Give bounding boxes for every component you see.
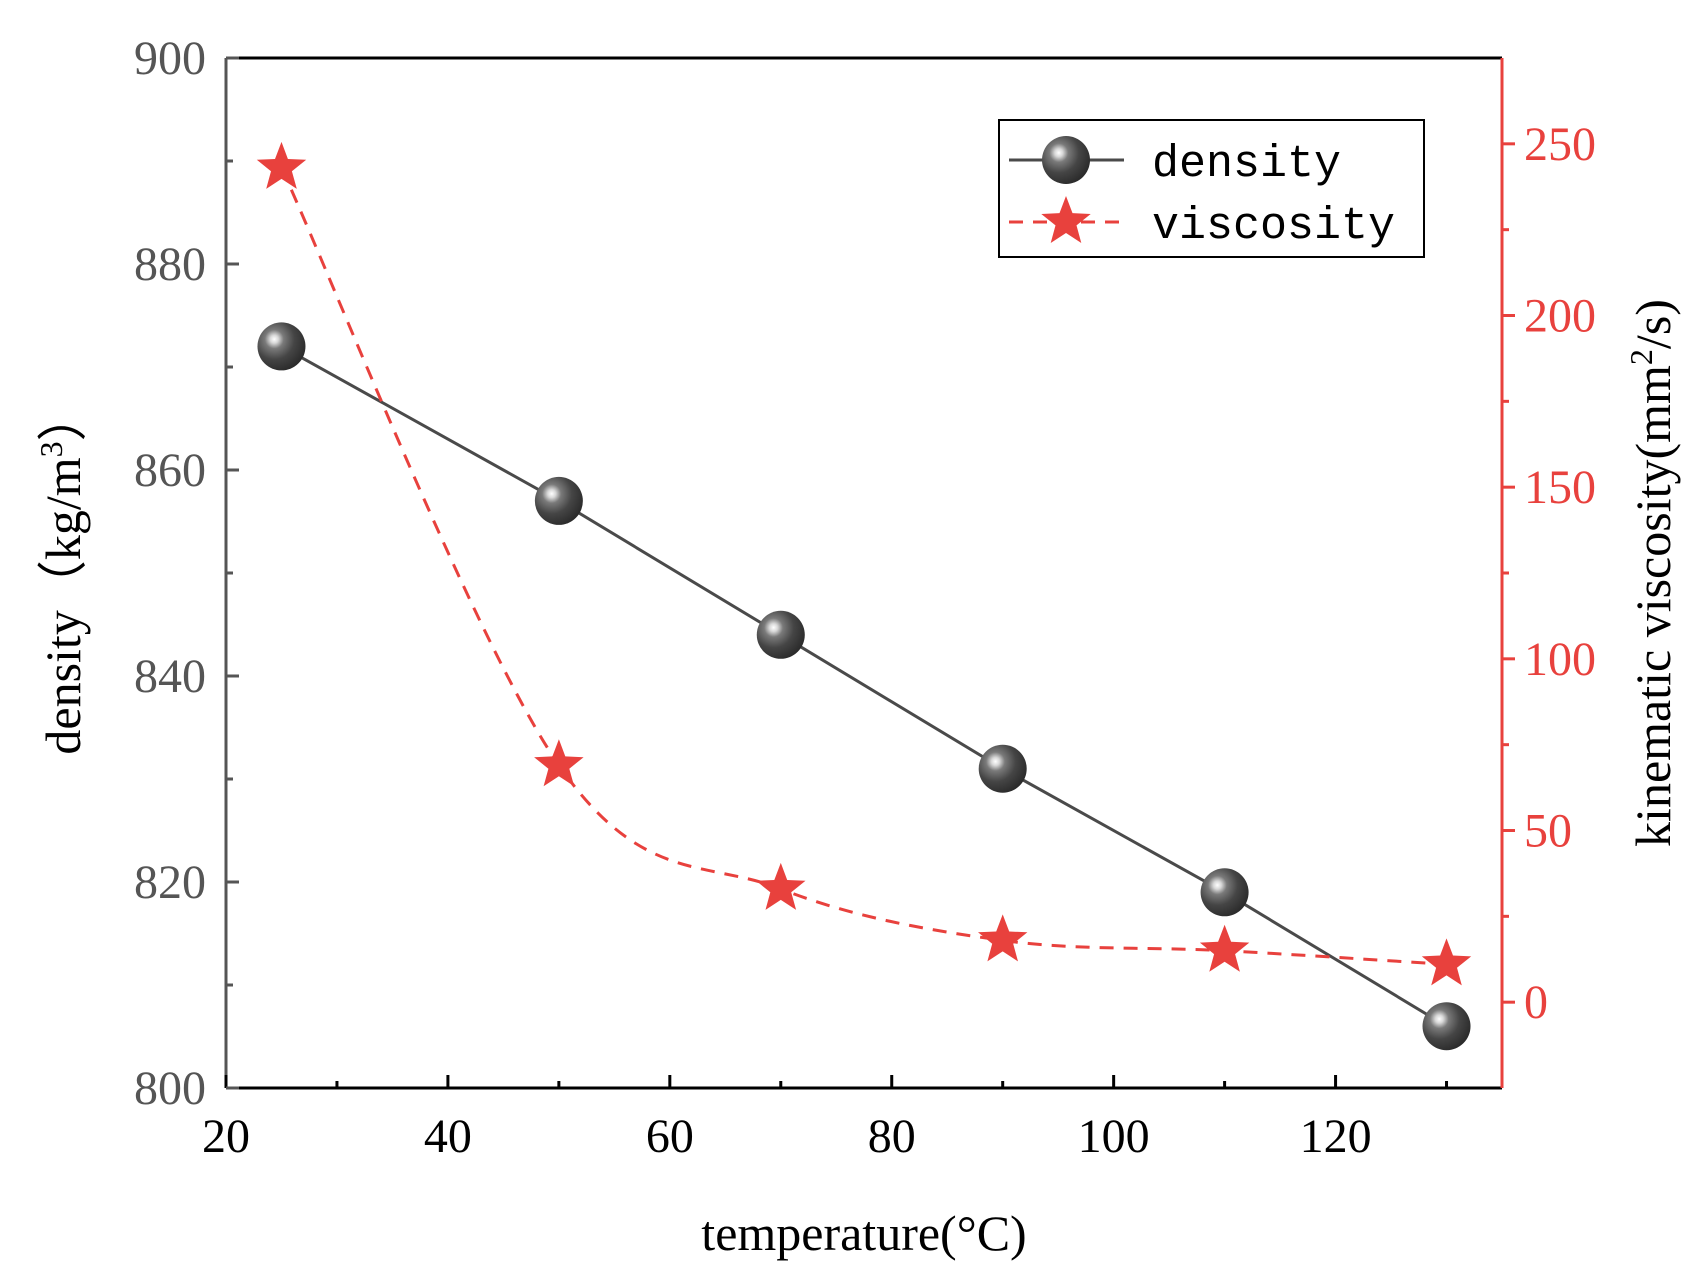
right-tick-label-250: 250 xyxy=(1524,118,1596,171)
legend-density-label: density xyxy=(1152,139,1341,190)
x-tick-label-60: 60 xyxy=(646,1110,694,1163)
density-point-50 xyxy=(534,476,583,525)
left-axis-label: density（kg/m3） xyxy=(33,391,91,754)
series-density-line xyxy=(280,345,1448,1028)
legend-viscosity-label: viscosity xyxy=(1152,201,1395,252)
right-tick-label-150: 150 xyxy=(1524,461,1596,514)
density-point-90 xyxy=(978,744,1027,793)
x-tick-label-40: 40 xyxy=(424,1110,472,1163)
right-axis-label: kinematic viscosity(mm2/s) xyxy=(1623,299,1681,847)
right-tick-label-200: 200 xyxy=(1524,290,1596,343)
left-tick-label-820: 820 xyxy=(134,856,206,909)
density-point-110 xyxy=(1200,868,1249,917)
x-tick-label-80: 80 xyxy=(868,1110,916,1163)
x-tick-label-20: 20 xyxy=(202,1110,250,1163)
left-tick-label-880: 880 xyxy=(134,238,206,291)
x-tick-label-120: 120 xyxy=(1300,1110,1372,1163)
series-layer xyxy=(256,141,1472,1051)
viscosity-point-50 xyxy=(534,739,584,787)
viscosity-point-25 xyxy=(256,141,307,189)
legend-viscosity-marker xyxy=(1041,196,1091,243)
legend-density-marker xyxy=(1042,136,1090,184)
left-tick-label-840: 840 xyxy=(134,650,206,703)
right-tick-label-100: 100 xyxy=(1524,633,1596,686)
x-tick-label-100: 100 xyxy=(1078,1110,1150,1163)
ticks-layer: 20 40 60 80 100 120 800 820 840 860 880 900 0 50 100 15… xyxy=(134,32,1596,1163)
density-point-70 xyxy=(756,610,805,659)
right-tick-label-0: 0 xyxy=(1524,976,1548,1029)
legend: density viscosity xyxy=(998,119,1425,258)
left-tick-label-800: 800 xyxy=(134,1062,206,1115)
viscosity-point-90 xyxy=(978,914,1028,962)
right-tick-label-50: 50 xyxy=(1524,805,1572,858)
density-point-25 xyxy=(257,322,306,371)
x-axis-label: temperature(°C) xyxy=(701,1205,1026,1261)
viscosity-point-70 xyxy=(756,862,806,910)
left-tick-label-900: 900 xyxy=(134,32,206,85)
viscosity-point-130 xyxy=(1421,938,1472,986)
density-point-130 xyxy=(1422,1002,1471,1051)
viscosity-point-110 xyxy=(1199,924,1250,972)
left-tick-label-860: 860 xyxy=(134,444,206,497)
series-viscosity-line xyxy=(280,167,1447,966)
